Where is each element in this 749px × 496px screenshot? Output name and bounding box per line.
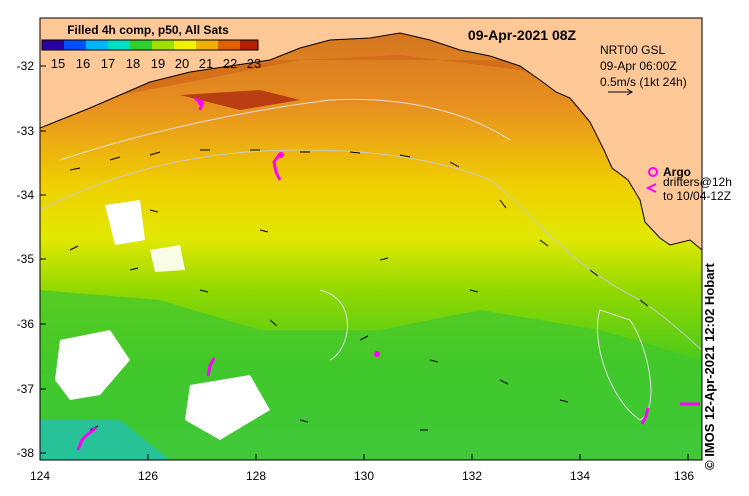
cold-patch — [40, 420, 170, 460]
colorbar-tick-label: 19 — [151, 56, 165, 71]
argo-float-marker — [198, 100, 204, 106]
colorbar-tick-label: 18 — [126, 56, 140, 71]
colorbar-tick-label: 16 — [76, 56, 90, 71]
x-tick-label: 124 — [30, 469, 50, 483]
plot-border — [39, 17, 703, 461]
tracks-legend: Argo drifters@12h to 10/04-12Z — [645, 165, 732, 203]
y-tick-label: -36 — [17, 317, 35, 331]
y-tick-label: -33 — [17, 124, 35, 138]
drifter-legend-range: to 10/04-12Z — [663, 189, 731, 203]
y-tick-label: -38 — [17, 446, 35, 460]
argo-float-marker — [374, 351, 380, 357]
colorbar-tick-label: 15 — [51, 56, 65, 71]
drifter-legend-icon — [645, 183, 657, 193]
imos-credit: © IMOS 12-Apr-2021 12:02 Hobart — [702, 263, 717, 470]
argo-legend-label: Argo — [663, 165, 691, 179]
hot-patch — [180, 90, 300, 110]
date-label: 09-Apr-2021 08Z — [468, 27, 577, 43]
cloud-gap — [55, 330, 130, 400]
scale-arrow-head-icon — [626, 88, 633, 96]
argo-float-marker — [278, 152, 284, 158]
info-model: NRT00 GSL — [600, 43, 665, 57]
contour-line — [59, 98, 511, 161]
contour-line — [596, 309, 652, 421]
y-axis: -32 -33 -34 -35 -36 -37 -38 — [17, 59, 46, 460]
x-tick-label: 130 — [354, 469, 374, 483]
y-tick-label: -35 — [17, 252, 35, 266]
product-label: Filled 4h comp, p50, All Sats — [67, 23, 229, 37]
cloud-gap — [105, 200, 145, 245]
y-tick-label: -34 — [17, 188, 35, 202]
contour-line — [319, 289, 348, 361]
colorbar-tick-label: 20 — [175, 56, 189, 71]
colorbar-ticks: 15 16 17 18 19 20 21 22 23 — [51, 56, 261, 71]
cloud-gap — [185, 375, 270, 440]
colorbar-tick-label: 22 — [223, 56, 237, 71]
y-tick-label: -37 — [17, 382, 35, 396]
x-axis: 124 126 128 130 132 134 136 — [30, 454, 694, 483]
colorbar-tick-label: 23 — [247, 56, 261, 71]
x-tick-label: 126 — [138, 469, 158, 483]
land-mass — [40, 18, 702, 251]
x-tick-label: 136 — [674, 469, 694, 483]
y-tick-label: -32 — [17, 59, 35, 73]
x-tick-label: 128 — [246, 469, 266, 483]
info-scale: 0.5m/s (1kt 24h) — [600, 75, 687, 89]
drifter-legend-label: drifters@12h — [663, 175, 732, 189]
info-time: 09-Apr 06:00Z — [600, 59, 677, 73]
colorbar-tick-label: 21 — [199, 56, 213, 71]
cloud-gap — [150, 245, 185, 272]
x-tick-label: 132 — [462, 469, 482, 483]
x-tick-label: 134 — [570, 469, 590, 483]
argo-legend-icon — [648, 167, 658, 177]
colorbar — [41, 39, 259, 51]
colorbar-tick-label: 17 — [101, 56, 115, 71]
